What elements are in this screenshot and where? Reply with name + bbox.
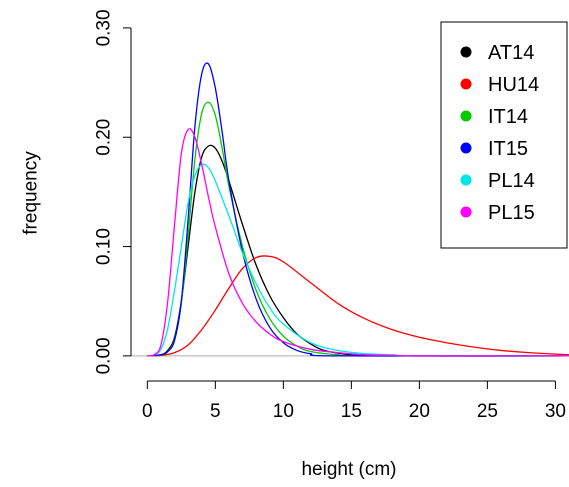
y-tick-label: 0.30 bbox=[94, 9, 115, 46]
y-tick-label: 0.20 bbox=[94, 119, 115, 156]
series-curves bbox=[147, 62, 569, 357]
y-tick-label: 0.10 bbox=[94, 228, 115, 265]
series-line-pl15 bbox=[147, 128, 569, 357]
series-line-it15 bbox=[147, 62, 569, 357]
legend-label-pl15: PL15 bbox=[488, 202, 535, 224]
legend-marker-pl15 bbox=[460, 206, 472, 218]
legend-label-it15: IT15 bbox=[488, 138, 528, 160]
y-tick-label: 0.00 bbox=[94, 337, 115, 374]
legend-marker-at14 bbox=[460, 46, 472, 58]
x-tick-label: 20 bbox=[409, 401, 430, 422]
legend-label-pl14: PL14 bbox=[488, 170, 535, 192]
x-tick-label: 15 bbox=[341, 401, 362, 422]
legend-marker-it15 bbox=[460, 142, 472, 154]
legend-marker-pl14 bbox=[460, 174, 472, 186]
x-tick-label: 5 bbox=[210, 401, 221, 422]
legend: AT14 HU14 IT14 IT15 PL14 PL15 bbox=[440, 21, 568, 249]
legend-marker-it14 bbox=[460, 110, 472, 122]
axes: 0 5 10 15 20 25 30 0.00 0.10 0.20 0.30 bbox=[94, 9, 566, 422]
legend-label-at14: AT14 bbox=[488, 42, 534, 64]
x-tick-label: 10 bbox=[273, 401, 294, 422]
x-axis-title: height (cm) bbox=[301, 459, 396, 480]
plot-area bbox=[131, 62, 569, 357]
series-line-hu14 bbox=[147, 255, 569, 357]
x-tick-label: 0 bbox=[142, 401, 153, 422]
series-line-pl14 bbox=[147, 163, 569, 357]
legend-label-hu14: HU14 bbox=[488, 74, 539, 96]
legend-label-it14: IT14 bbox=[488, 106, 528, 128]
x-tick-label: 30 bbox=[545, 401, 566, 422]
x-tick-label: 25 bbox=[477, 401, 498, 422]
y-axis-title: frequency bbox=[21, 151, 42, 235]
legend-marker-hu14 bbox=[460, 78, 472, 90]
